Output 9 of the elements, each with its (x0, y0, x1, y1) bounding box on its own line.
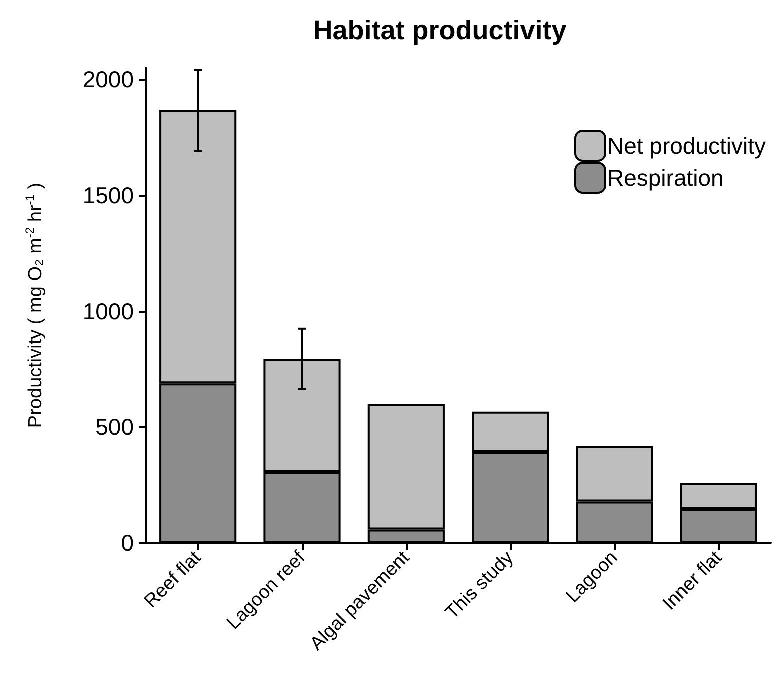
y-axis-title: Productivity ( mg O₂ m-2 hr-1 ) (23, 182, 46, 428)
y-tick-label: 0 (121, 530, 134, 556)
chart-title: Habitat productivity (313, 16, 567, 46)
legend-label: Net productivity (607, 133, 766, 159)
y-tick-label: 2000 (82, 66, 134, 93)
y-tick-label: 1500 (82, 182, 134, 208)
y-tick-label: 500 (96, 414, 134, 440)
y-tick-label: 1000 (82, 298, 134, 324)
legend-label: Respiration (607, 165, 724, 191)
